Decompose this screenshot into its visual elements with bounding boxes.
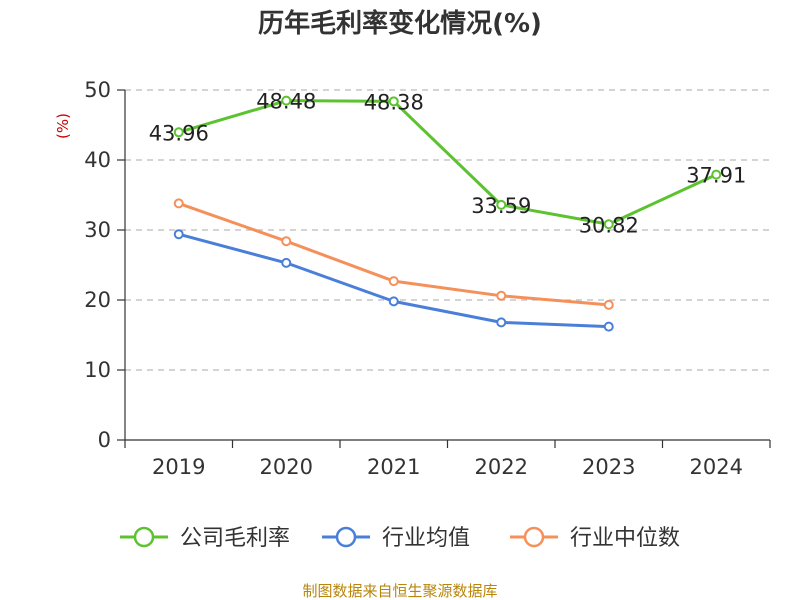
chart-title: 历年毛利率变化情况(%) [258, 8, 542, 39]
x-tick-label: 2024 [690, 455, 743, 479]
x-tick-label: 2021 [367, 455, 420, 479]
y-axis-label: (%) [54, 113, 72, 139]
data-point [603, 219, 614, 230]
series-line [178, 201, 609, 307]
legend-marker [133, 526, 155, 548]
data-point [388, 276, 399, 287]
data-point [173, 229, 184, 240]
data-point [496, 199, 507, 210]
y-tick-label: 30 [84, 218, 111, 242]
data-point [173, 198, 184, 209]
data-labels: 43.96 48.48 48.38 33.59 30.82 37.91 [149, 90, 747, 238]
legend-label: 行业均值 [382, 526, 470, 551]
data-point [496, 290, 507, 301]
legend-label: 行业中位数 [570, 526, 680, 551]
x-tick-label: 2023 [582, 455, 635, 479]
data-point [281, 257, 292, 268]
data-label: 48.48 [256, 90, 316, 114]
legend: 公司毛利率 行业均值 行业中位数 [120, 526, 680, 551]
data-label: 48.38 [364, 90, 424, 114]
legend-label: 公司毛利率 [180, 526, 290, 551]
y-tick-label: 50 [84, 78, 111, 102]
data-point [173, 127, 184, 138]
x-tick-label: 2019 [152, 455, 205, 479]
axes: 0 10 20 30 40 50 2019 2020 2021 2022 2023 2024 [84, 78, 771, 479]
data-label: 43.96 [149, 121, 209, 145]
data-point [603, 321, 614, 332]
x-tick-label: 2020 [260, 455, 313, 479]
data-point [281, 236, 292, 247]
data-label: 30.82 [579, 213, 639, 237]
data-point [711, 169, 722, 180]
data-label: 33.59 [471, 194, 531, 218]
source-note: 制图数据来自恒生聚源数据库 [302, 582, 497, 600]
y-tick-label: 0 [98, 428, 111, 452]
series-layer [173, 95, 722, 332]
y-tick-label: 10 [84, 358, 111, 382]
y-tick-label: 20 [84, 288, 111, 312]
y-tick-label: 40 [84, 148, 111, 172]
legend-marker [523, 526, 545, 548]
x-tick-label: 2022 [475, 455, 528, 479]
legend-marker [335, 526, 357, 548]
data-point [281, 95, 292, 106]
series-line [178, 99, 717, 226]
data-point [388, 96, 399, 107]
data-point [496, 317, 507, 328]
grid-lines [125, 89, 770, 371]
data-point [388, 296, 399, 307]
data-label: 37.91 [686, 164, 746, 188]
data-point [603, 299, 614, 310]
